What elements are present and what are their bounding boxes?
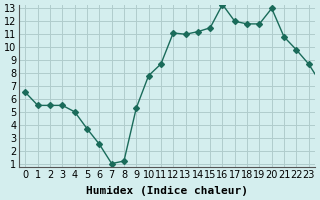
- X-axis label: Humidex (Indice chaleur): Humidex (Indice chaleur): [86, 186, 248, 196]
